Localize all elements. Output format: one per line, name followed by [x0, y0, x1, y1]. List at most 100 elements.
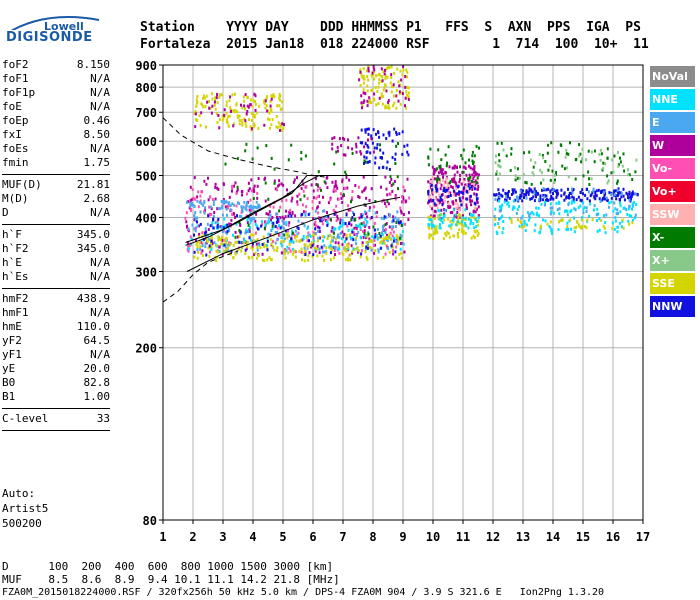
echo-point-nnw — [193, 233, 195, 237]
echo-point-sse — [195, 104, 198, 108]
echo-point-nnw — [606, 198, 609, 202]
echo-point-nnw — [364, 128, 367, 132]
echo-point-sse — [310, 241, 313, 245]
echo-point-w — [384, 202, 386, 206]
param-label: yE — [2, 362, 16, 375]
echo-point-sse — [250, 246, 253, 250]
echo-point-nnw — [466, 197, 469, 201]
echo-point-sse — [246, 242, 248, 246]
echo-point-nnw — [623, 198, 626, 202]
echo-point-w — [274, 187, 277, 191]
echo-point-w — [334, 241, 337, 245]
echo-point-w — [207, 198, 210, 202]
echo-point-x- — [544, 160, 547, 163]
echo-point-e — [542, 187, 545, 191]
echo-point-e — [224, 245, 227, 248]
echo-point-x- — [299, 198, 302, 202]
echo-point-x- — [364, 160, 367, 164]
echo-point-sse — [347, 258, 350, 262]
echo-point-e — [368, 209, 371, 212]
echo-point-nnw — [614, 189, 617, 193]
echo-point-sse — [196, 245, 199, 249]
echo-point-sse — [216, 101, 219, 105]
echo-point-nnw — [630, 197, 633, 201]
echo-point-nnw — [257, 227, 259, 231]
echo-point-sse — [210, 237, 212, 241]
echo-point-sse — [346, 243, 349, 247]
echo-point-w — [449, 191, 452, 195]
echo-point-nne — [511, 207, 514, 211]
echo-point-x- — [627, 168, 629, 172]
echo-point-w — [331, 147, 334, 151]
echo-point-nnw — [560, 194, 563, 198]
echo-point-sse — [621, 218, 624, 222]
echo-point-nnw — [511, 188, 514, 192]
echo-point-nne — [633, 200, 636, 204]
echo-point-nnw — [627, 196, 629, 200]
echo-point-sse — [368, 98, 371, 102]
echo-point-w — [245, 247, 248, 251]
echo-point-e — [219, 207, 222, 211]
echo-point-nnw — [193, 250, 196, 254]
echo-point-sse — [275, 125, 278, 129]
echo-point-w — [196, 195, 199, 199]
echo-point-nnw — [585, 188, 588, 191]
echo-point-sse — [373, 70, 376, 74]
x-tick-label: 1 — [159, 530, 166, 544]
echo-point-sse — [311, 255, 314, 259]
echo-point-w — [224, 205, 227, 209]
x-tick-label: 11 — [456, 530, 470, 544]
echo-point-nne — [558, 212, 561, 216]
echo-point-nnw — [582, 192, 584, 196]
echo-point-w — [320, 216, 322, 220]
echo-point-sse — [241, 121, 244, 125]
echo-point-nnw — [613, 189, 616, 193]
echo-point-w — [465, 206, 468, 210]
echo-point-vo- — [347, 204, 349, 208]
echo-point-sse — [246, 240, 249, 244]
echo-point-w — [223, 113, 226, 117]
echo-point-ssw — [462, 200, 465, 204]
echo-point-sse — [347, 245, 350, 249]
echo-point-sse — [307, 254, 310, 258]
echo-point-x- — [497, 177, 500, 181]
echo-point-nnw — [444, 188, 447, 192]
echo-point-w — [269, 233, 272, 237]
echo-point-w — [264, 99, 267, 103]
echo-point-nne — [441, 221, 444, 225]
echo-point-w — [331, 137, 334, 141]
echo-point-w — [468, 173, 471, 177]
echo-point-w — [266, 109, 269, 113]
echo-point-e — [231, 202, 234, 206]
echo-point-nne — [535, 206, 538, 210]
y-tick-label: 800 — [135, 81, 157, 95]
echo-point-nne — [631, 207, 633, 211]
echo-point-w — [189, 198, 192, 202]
echo-point-nnw — [374, 235, 377, 239]
echo-point-nne — [524, 229, 527, 233]
echo-point-x- — [317, 170, 320, 174]
echo-point-w — [211, 104, 214, 108]
echo-point-vo- — [385, 204, 388, 208]
y-tick-label: 900 — [135, 59, 157, 73]
echo-point-sse — [209, 106, 212, 110]
echo-point-x- — [495, 172, 498, 176]
echo-point-sse — [227, 245, 230, 249]
echo-point-nne — [235, 222, 238, 226]
echo-point-e — [400, 234, 403, 238]
echo-point-w — [198, 224, 201, 228]
echo-point-w — [291, 196, 294, 200]
echo-point-nne — [582, 201, 584, 205]
param-value: N/A — [90, 256, 110, 269]
echo-point-nne — [401, 222, 404, 226]
echo-point-nne — [352, 247, 355, 251]
echo-point-sse — [611, 226, 614, 230]
echo-point-sse — [273, 248, 276, 252]
echo-point-w — [326, 211, 328, 214]
echo-point-ssw — [427, 195, 430, 199]
echo-point-x- — [554, 178, 556, 182]
x-tick-label: 8 — [369, 530, 376, 544]
param-label: foE — [2, 100, 22, 113]
echo-point-e — [285, 249, 288, 253]
echo-point-sse — [376, 89, 379, 93]
